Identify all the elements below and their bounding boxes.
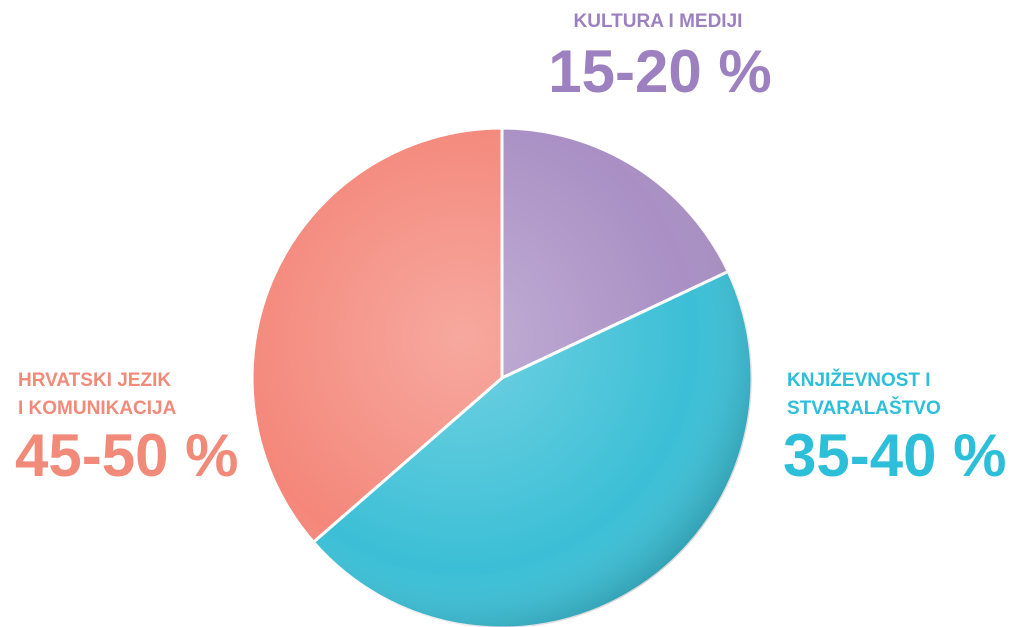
category-label: KULTURA I MEDIJI (574, 11, 743, 32)
labels: KULTURA I MEDIJI 15-20 % KNJIŽEVNOST I STVA… (15, 11, 1006, 489)
category-label: KNJIŽEVNOST I (787, 369, 931, 391)
category-label: I KOMUNIKACIJA (18, 398, 177, 419)
range-label: 15-20 % (548, 38, 771, 105)
pie (250, 126, 754, 627)
range-label: 45-50 % (15, 422, 238, 489)
category-label: STVARALAŠTVO (787, 397, 941, 419)
range-label: 35-40 % (783, 422, 1006, 489)
category-label: HRVATSKI JEZIK (18, 370, 171, 391)
